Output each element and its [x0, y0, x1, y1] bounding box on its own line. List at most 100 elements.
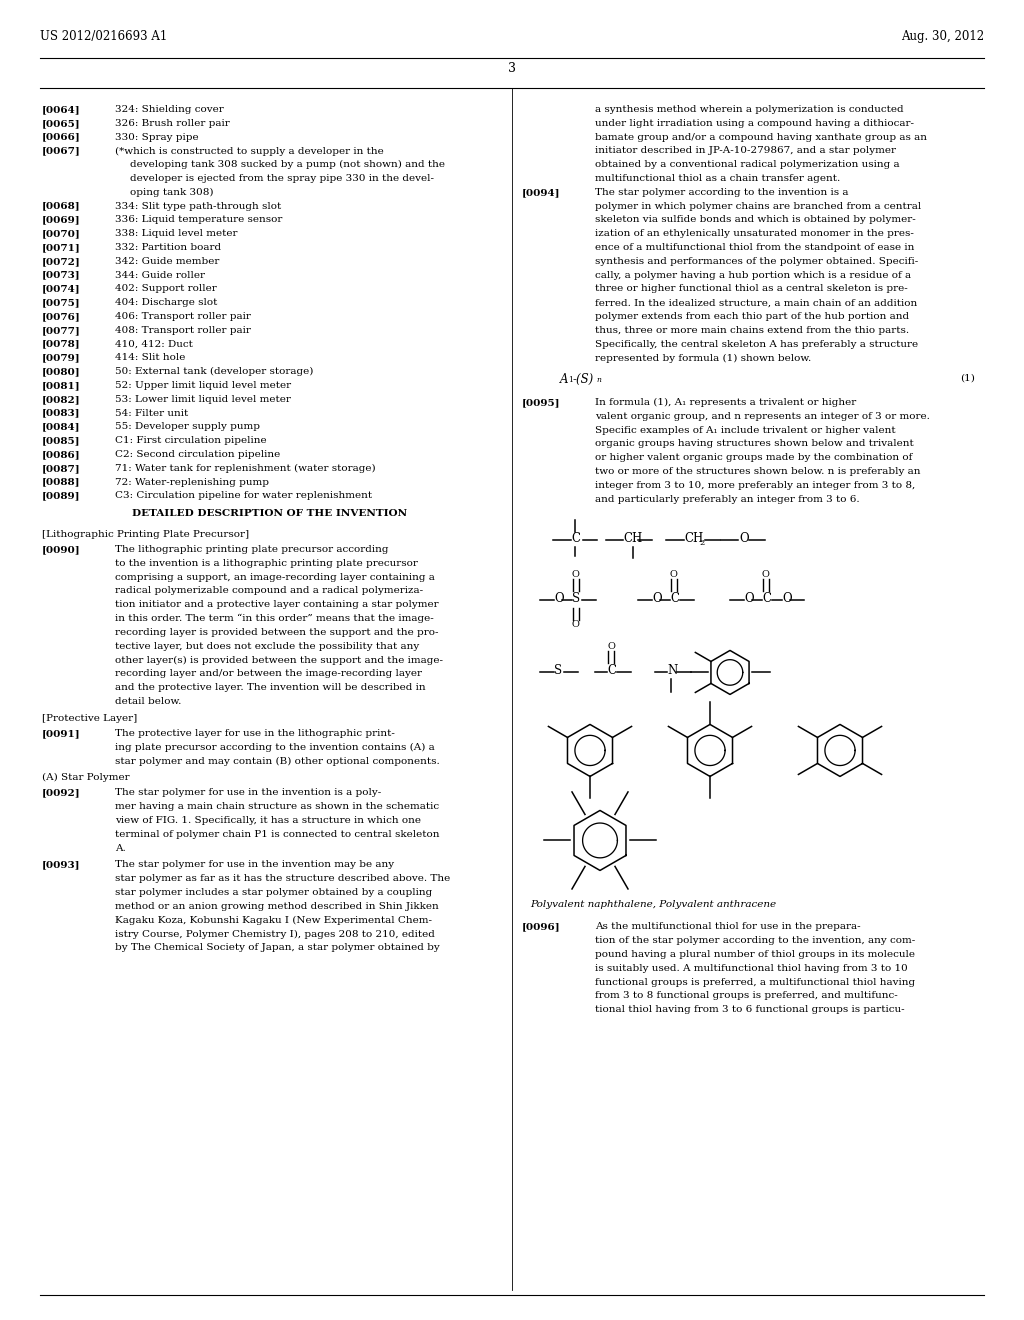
Text: star polymer includes a star polymer obtained by a coupling: star polymer includes a star polymer obt…	[115, 888, 432, 898]
Text: 408: Transport roller pair: 408: Transport roller pair	[115, 326, 251, 335]
Text: Aug. 30, 2012: Aug. 30, 2012	[901, 30, 984, 44]
Text: and the protective layer. The invention will be described in: and the protective layer. The invention …	[115, 682, 426, 692]
Text: A: A	[560, 374, 568, 387]
Text: a synthesis method wherein a polymerization is conducted: a synthesis method wherein a polymerizat…	[595, 106, 903, 114]
Text: n: n	[596, 376, 601, 384]
Text: As the multifunctional thiol for use in the prepara-: As the multifunctional thiol for use in …	[595, 923, 860, 932]
Text: O: O	[554, 593, 563, 606]
Text: [0064]: [0064]	[42, 106, 81, 114]
Text: 53: Lower limit liquid level meter: 53: Lower limit liquid level meter	[115, 395, 291, 404]
Text: recording layer is provided between the support and the pro-: recording layer is provided between the …	[115, 628, 438, 636]
Text: O: O	[739, 532, 749, 545]
Text: 72: Water-replenishing pump: 72: Water-replenishing pump	[115, 478, 269, 487]
Text: [0066]: [0066]	[42, 132, 81, 141]
Text: 55: Developer supply pump: 55: Developer supply pump	[115, 422, 260, 432]
Text: 344: Guide roller: 344: Guide roller	[115, 271, 205, 280]
Text: O: O	[652, 593, 662, 606]
Text: 336: Liquid temperature sensor: 336: Liquid temperature sensor	[115, 215, 283, 224]
Text: under light irradiation using a compound having a dithiocar-: under light irradiation using a compound…	[595, 119, 914, 128]
Text: [0091]: [0091]	[42, 729, 81, 738]
Text: C: C	[607, 664, 616, 677]
Text: two or more of the structures shown below. n is preferably an: two or more of the structures shown belo…	[595, 467, 921, 477]
Text: istry Course, Polymer Chemistry I), pages 208 to 210, edited: istry Course, Polymer Chemistry I), page…	[115, 929, 435, 939]
Text: [0087]: [0087]	[42, 463, 81, 473]
Text: [0075]: [0075]	[42, 298, 81, 308]
Text: oping tank 308): oping tank 308)	[130, 187, 213, 197]
Text: [0092]: [0092]	[42, 788, 81, 797]
Text: ization of an ethylenically unsaturated monomer in the pres-: ization of an ethylenically unsaturated …	[595, 230, 913, 238]
Text: 342: Guide member: 342: Guide member	[115, 257, 219, 265]
Text: [0082]: [0082]	[42, 395, 81, 404]
Text: [0096]: [0096]	[522, 923, 560, 932]
Text: tion initiator and a protective layer containing a star polymer: tion initiator and a protective layer co…	[115, 601, 438, 610]
Text: S: S	[554, 664, 562, 677]
Text: ferred. In the idealized structure, a main chain of an addition: ferred. In the idealized structure, a ma…	[595, 298, 918, 308]
Text: 334: Slit type path-through slot: 334: Slit type path-through slot	[115, 202, 282, 211]
Text: C2: Second circulation pipeline: C2: Second circulation pipeline	[115, 450, 281, 459]
Text: The lithographic printing plate precursor according: The lithographic printing plate precurso…	[115, 545, 388, 554]
Text: by The Chemical Society of Japan, a star polymer obtained by: by The Chemical Society of Japan, a star…	[115, 944, 439, 952]
Text: initiator described in JP-A-10-279867, and a star polymer: initiator described in JP-A-10-279867, a…	[595, 147, 896, 156]
Text: [0080]: [0080]	[42, 367, 81, 376]
Text: (*which is constructed to supply a developer in the: (*which is constructed to supply a devel…	[115, 147, 384, 156]
Text: 1: 1	[568, 376, 572, 384]
Text: CH: CH	[623, 532, 642, 545]
Text: comprising a support, an image-recording layer containing a: comprising a support, an image-recording…	[115, 573, 435, 582]
Text: In formula (1), A₁ represents a trivalent or higher: In formula (1), A₁ represents a trivalen…	[595, 399, 856, 407]
Text: [0069]: [0069]	[42, 215, 81, 224]
Text: 52: Upper limit liquid level meter: 52: Upper limit liquid level meter	[115, 381, 291, 389]
Text: 71: Water tank for replenishment (water storage): 71: Water tank for replenishment (water …	[115, 463, 376, 473]
Text: pound having a plural number of thiol groups in its molecule: pound having a plural number of thiol gr…	[595, 950, 915, 960]
Text: star polymer as far as it has the structure described above. The: star polymer as far as it has the struct…	[115, 874, 451, 883]
Text: skeleton via sulfide bonds and which is obtained by polymer-: skeleton via sulfide bonds and which is …	[595, 215, 915, 224]
Text: [0089]: [0089]	[42, 491, 81, 500]
Text: [0095]: [0095]	[522, 399, 560, 407]
Text: [0077]: [0077]	[42, 326, 81, 335]
Text: three or higher functional thiol as a central skeleton is pre-: three or higher functional thiol as a ce…	[595, 284, 907, 293]
Text: thus, three or more main chains extend from the thio parts.: thus, three or more main chains extend f…	[595, 326, 909, 335]
Text: in this order. The term “in this order” means that the image-: in this order. The term “in this order” …	[115, 614, 434, 623]
Text: [0094]: [0094]	[522, 187, 560, 197]
Text: -(S): -(S)	[573, 374, 594, 387]
Text: or higher valent organic groups made by the combination of: or higher valent organic groups made by …	[595, 453, 912, 462]
Text: DETAILED DESCRIPTION OF THE INVENTION: DETAILED DESCRIPTION OF THE INVENTION	[132, 510, 408, 519]
Text: O: O	[572, 570, 580, 579]
Text: tion of the star polymer according to the invention, any com-: tion of the star polymer according to th…	[595, 936, 915, 945]
Text: recording layer and/or between the image-recording layer: recording layer and/or between the image…	[115, 669, 422, 678]
Text: star polymer and may contain (B) other optional components.: star polymer and may contain (B) other o…	[115, 756, 439, 766]
Text: 406: Transport roller pair: 406: Transport roller pair	[115, 312, 251, 321]
Text: The protective layer for use in the lithographic print-: The protective layer for use in the lith…	[115, 729, 395, 738]
Text: [0085]: [0085]	[42, 436, 81, 445]
Text: bamate group and/or a compound having xanthate group as an: bamate group and/or a compound having xa…	[595, 132, 927, 141]
Text: C3: Circulation pipeline for water replenishment: C3: Circulation pipeline for water reple…	[115, 491, 372, 500]
Text: polymer in which polymer chains are branched from a central: polymer in which polymer chains are bran…	[595, 202, 922, 211]
Text: functional groups is preferred, a multifunctional thiol having: functional groups is preferred, a multif…	[595, 978, 915, 986]
Text: [0086]: [0086]	[42, 450, 81, 459]
Text: represented by formula (1) shown below.: represented by formula (1) shown below.	[595, 354, 811, 363]
Text: [0090]: [0090]	[42, 545, 81, 554]
Text: (1): (1)	[961, 374, 975, 383]
Text: Polyvalent naphthalene, Polyvalent anthracene: Polyvalent naphthalene, Polyvalent anthr…	[530, 900, 776, 909]
Text: [Protective Layer]: [Protective Layer]	[42, 714, 137, 722]
Text: other layer(s) is provided between the support and the image-: other layer(s) is provided between the s…	[115, 656, 443, 664]
Text: polymer extends from each thio part of the hub portion and: polymer extends from each thio part of t…	[595, 312, 909, 321]
Text: C: C	[762, 593, 771, 606]
Text: to the invention is a lithographic printing plate precursor: to the invention is a lithographic print…	[115, 558, 418, 568]
Text: method or an anion growing method described in Shin Jikken: method or an anion growing method descri…	[115, 902, 438, 911]
Text: valent organic group, and n represents an integer of 3 or more.: valent organic group, and n represents a…	[595, 412, 930, 421]
Text: (A) Star Polymer: (A) Star Polymer	[42, 774, 130, 783]
Text: [0088]: [0088]	[42, 478, 81, 487]
Text: ing plate precursor according to the invention contains (A) a: ing plate precursor according to the inv…	[115, 743, 435, 752]
Text: [0073]: [0073]	[42, 271, 81, 280]
Text: 54: Filter unit: 54: Filter unit	[115, 409, 188, 417]
Text: 3: 3	[508, 62, 516, 75]
Text: C: C	[670, 593, 679, 606]
Text: The star polymer for use in the invention is a poly-: The star polymer for use in the inventio…	[115, 788, 381, 797]
Text: Specifically, the central skeleton A has preferably a structure: Specifically, the central skeleton A has…	[595, 339, 919, 348]
Text: [0079]: [0079]	[42, 354, 81, 363]
Text: 338: Liquid level meter: 338: Liquid level meter	[115, 230, 238, 238]
Text: O: O	[572, 620, 580, 630]
Text: O: O	[782, 593, 792, 606]
Text: 2: 2	[699, 540, 705, 548]
Text: 414: Slit hole: 414: Slit hole	[115, 354, 185, 363]
